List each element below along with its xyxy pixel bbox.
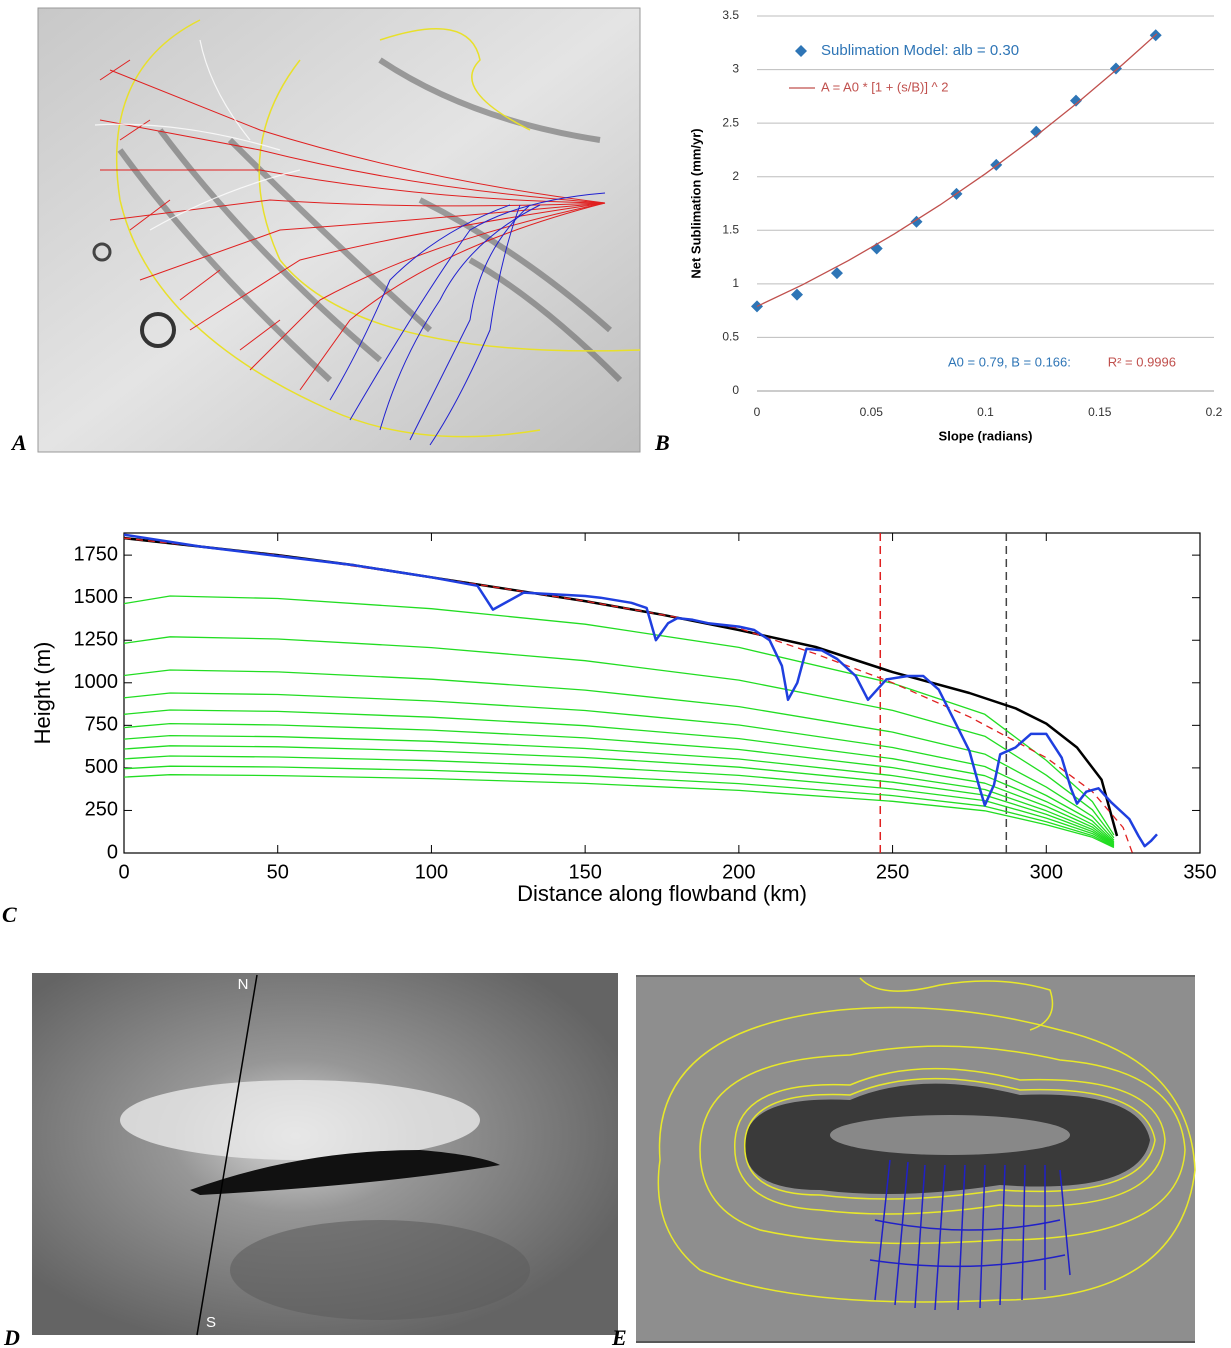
series-line	[124, 538, 1117, 836]
y-tick-label: 2	[732, 169, 739, 183]
series-line	[124, 756, 1114, 846]
panel-label: B	[654, 430, 670, 455]
panel-label: E	[611, 1325, 627, 1348]
y-tick-label: 0.5	[722, 330, 739, 344]
legend-label: Sublimation Model: alb = 0.30	[821, 42, 1019, 59]
y-tick-label: 750	[85, 714, 118, 736]
x-tick-label: 0.1	[977, 405, 994, 419]
x-tick-label: 300	[1030, 861, 1063, 883]
y-tick-label: 250	[85, 799, 118, 821]
y-tick-label: 1.5	[722, 222, 739, 236]
y-tick-label: 1500	[74, 586, 119, 608]
panel-label: D	[3, 1325, 20, 1348]
series-line	[124, 746, 1114, 846]
data-point	[1110, 63, 1122, 75]
x-tick-label: 350	[1183, 861, 1216, 883]
series-line	[124, 736, 1114, 845]
legend-label: A = A0 * [1 + (s/B)] ^ 2	[821, 79, 949, 94]
series-line	[124, 766, 1114, 847]
panel-d-image	[32, 973, 618, 1335]
legend-marker	[795, 45, 807, 57]
series-line	[757, 34, 1157, 307]
panel-e-image	[636, 975, 1195, 1343]
x-tick-label: 250	[876, 861, 909, 883]
annotation: A0 = 0.79, B = 0.166:	[948, 354, 1071, 369]
x-tick-label: 0	[754, 405, 761, 419]
x-axis-label: Slope (radians)	[939, 428, 1033, 443]
figure: A B C N S D E 0 0.5 1 1.5 2 2.5 3 3.5	[0, 0, 1231, 1348]
series-line	[124, 775, 1114, 848]
annotation: R² = 0.9996	[1108, 354, 1176, 369]
y-tick-label: 2.5	[722, 115, 739, 129]
x-tick-label: 0.2	[1206, 405, 1223, 419]
y-tick-label: 0	[107, 841, 118, 863]
x-axis-label: Distance along flowband (km)	[517, 881, 807, 906]
data-point	[791, 289, 803, 301]
x-tick-label: 50	[267, 861, 289, 883]
y-tick-label: 3.5	[722, 8, 739, 22]
y-axis-label: Net Sublimation (mm/yr)	[688, 128, 703, 278]
y-axis-label: Height (m)	[30, 642, 55, 745]
y-tick-label: 1250	[74, 629, 119, 651]
series-line	[124, 637, 1114, 838]
y-tick-label: 1750	[74, 543, 119, 565]
plot-frame	[124, 533, 1200, 853]
y-tick-label: 500	[85, 756, 118, 778]
y-tick-label: 0	[732, 383, 739, 397]
y-tick-label: 1	[732, 276, 739, 290]
compass-label: N	[238, 976, 249, 993]
x-tick-label: 0.15	[1088, 405, 1112, 419]
series-line	[124, 710, 1114, 843]
x-tick-label: 100	[415, 861, 448, 883]
compass-label: S	[206, 1314, 216, 1331]
y-tick-label: 1000	[74, 671, 119, 693]
panel-label: A	[10, 430, 27, 455]
x-tick-label: 0	[118, 861, 129, 883]
series-line	[124, 670, 1114, 840]
y-tick-label: 3	[732, 62, 739, 76]
series-line	[124, 535, 1157, 847]
panel-label: C	[2, 902, 17, 927]
x-tick-label: 0.05	[860, 405, 884, 419]
panel-a-image	[38, 8, 640, 452]
